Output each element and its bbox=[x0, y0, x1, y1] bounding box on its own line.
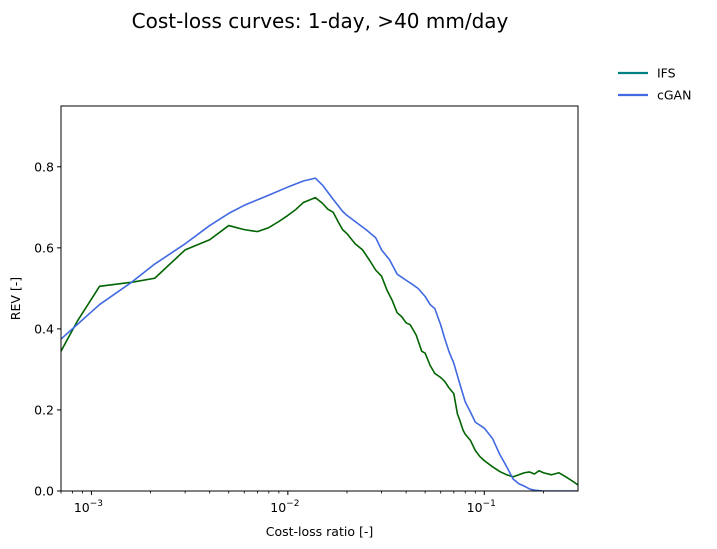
chart-title: Cost-loss curves: 1-day, >40 mm/day bbox=[132, 9, 509, 33]
y-axis-label: REV [-] bbox=[8, 277, 23, 320]
x-axis-label: Cost-loss ratio [-] bbox=[266, 524, 373, 539]
x-tick-label: 10−3 bbox=[74, 499, 103, 515]
legend-label-ifs: IFS bbox=[657, 66, 676, 81]
legend: IFS cGAN bbox=[618, 66, 691, 103]
y-tick-label: 0.2 bbox=[34, 402, 54, 417]
y-tick-label: 0.8 bbox=[34, 159, 54, 174]
series-layer bbox=[61, 177, 578, 491]
y-axis: 0.0 0.2 0.4 0.6 0.8 bbox=[34, 159, 61, 499]
y-tick-label: 0.4 bbox=[34, 321, 54, 336]
y-tick-label: 0.6 bbox=[34, 240, 54, 255]
series-line-cgan bbox=[61, 177, 578, 491]
x-tick-label: 10−1 bbox=[467, 499, 496, 515]
x-tick-label: 10−2 bbox=[270, 499, 299, 515]
x-axis: 10−3 10−2 10−1 bbox=[60, 491, 544, 515]
legend-label-cgan: cGAN bbox=[657, 88, 691, 103]
series-line-ifs bbox=[61, 196, 578, 486]
plot-frame bbox=[60, 105, 579, 492]
y-tick-label: 0.0 bbox=[34, 484, 54, 499]
